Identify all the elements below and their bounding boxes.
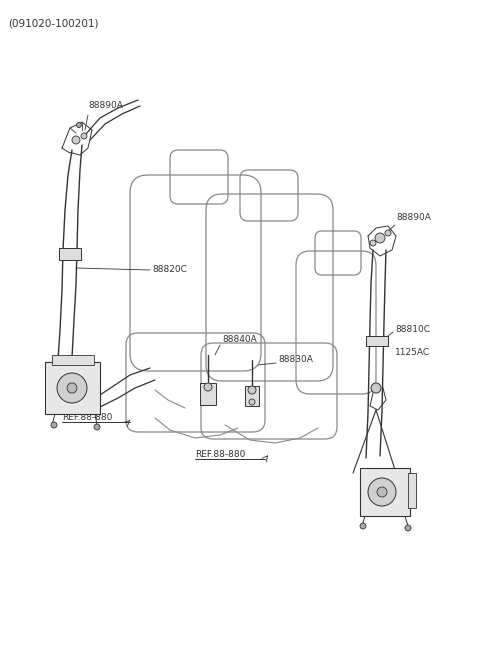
Circle shape [371,383,381,393]
Circle shape [81,133,87,139]
Bar [200,383,216,405]
Circle shape [67,383,77,393]
Circle shape [72,136,80,144]
Circle shape [57,373,87,403]
Circle shape [360,523,366,529]
Text: (091020-100201): (091020-100201) [8,18,98,28]
Bar [360,468,410,516]
Circle shape [204,383,212,391]
Bar [366,336,388,346]
Text: 88840A: 88840A [222,335,257,345]
Text: 88830A: 88830A [278,356,313,364]
Circle shape [375,233,385,243]
Circle shape [368,478,396,506]
Text: 88810C: 88810C [395,326,430,335]
Circle shape [385,230,391,236]
Circle shape [377,487,387,497]
Text: 88820C: 88820C [152,265,187,274]
Bar [52,355,94,365]
Circle shape [249,399,255,405]
Circle shape [405,525,411,531]
Text: REF.88-880: REF.88-880 [195,450,245,459]
Text: 1125AC: 1125AC [395,348,430,357]
Text: REF.88-880: REF.88-880 [62,413,112,422]
Bar [408,473,416,508]
Circle shape [94,424,100,430]
Text: 88890A: 88890A [88,101,123,110]
Circle shape [51,422,57,428]
Circle shape [370,240,376,246]
Bar [245,386,259,406]
Bar [59,248,81,260]
Circle shape [248,386,256,394]
Text: 88890A: 88890A [396,213,431,222]
Bar [45,362,100,414]
Circle shape [76,122,82,128]
